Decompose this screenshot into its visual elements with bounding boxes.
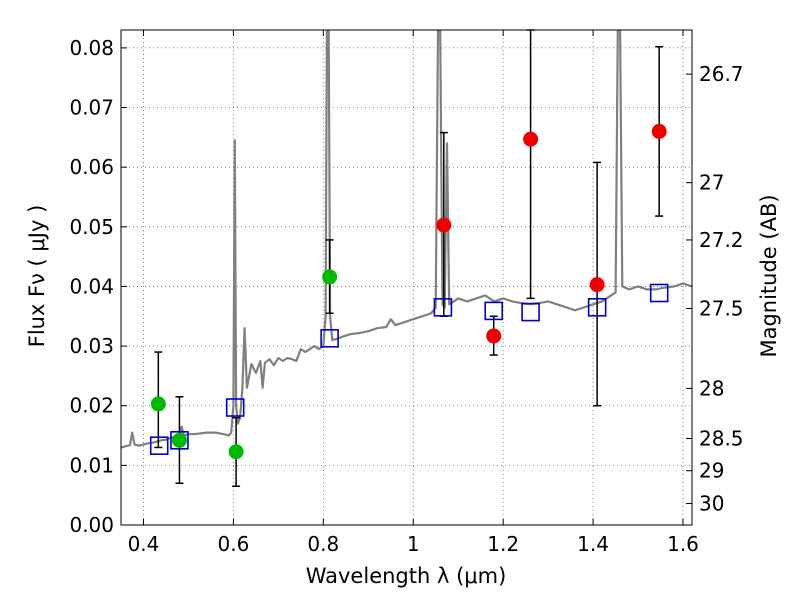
x-tick-label: 0.6: [217, 532, 249, 556]
red-detections-point: [651, 123, 667, 139]
right-tick-label: 27.2: [699, 228, 744, 252]
data-markers: [149, 123, 669, 460]
green-detections-point: [171, 432, 187, 448]
model-photometry-square: [587, 298, 607, 317]
red-detections-point: [589, 277, 605, 293]
right-tick-label: 30: [699, 492, 724, 516]
x-tick-label: 1.6: [667, 532, 699, 556]
right-tick-label: 27.5: [699, 297, 744, 321]
y-axis-label: Flux Fν ( μJy ): [25, 205, 49, 348]
green-detections-point: [150, 396, 166, 412]
model-photometry-square: [225, 398, 245, 417]
model-photometry-square: [320, 329, 339, 348]
y-tick-label: 0.07: [69, 96, 114, 120]
grid: [121, 30, 692, 526]
y-tick-label: 0.02: [69, 394, 114, 418]
right-tick-label: 28.5: [699, 427, 744, 451]
error-bars: [154, 29, 664, 487]
y-tick-label: 0.06: [69, 155, 114, 179]
model-photometry-square: [149, 436, 169, 455]
y-tick-label: 0.00: [69, 513, 114, 537]
red-detections-point: [486, 328, 502, 344]
y-tick-label: 0.08: [69, 36, 114, 60]
y-tick-label: 0.03: [69, 334, 114, 358]
x-tick-label: 0.4: [128, 532, 160, 556]
x-tick-label: 0.8: [307, 532, 339, 556]
y-axis-ticks: 0.00 0.01 0.02 0.03 0.04 0.05 0.06 0.07 0.08: [69, 36, 127, 537]
right-tick-label: 26.7: [699, 62, 744, 86]
x-axis-label: Wavelength λ (μm): [306, 564, 507, 588]
y-tick-label: 0.01: [69, 453, 114, 477]
x-axis-ticks: 0.4 0.6 0.8 1 1.2 1.4 1.6: [128, 30, 699, 556]
right-tick-label: 27: [699, 171, 724, 195]
x-tick-label: 1: [407, 532, 420, 556]
green-detections-point: [228, 444, 244, 460]
model-photometry-square: [170, 431, 189, 450]
model-photometry-square: [484, 301, 504, 321]
model-photometry-square: [433, 298, 453, 317]
green-detections-point: [322, 269, 338, 285]
right-axis-label: Magnitude (AB): [757, 194, 781, 357]
model-photometry-square: [649, 283, 669, 303]
model-photometry-square: [521, 302, 540, 322]
red-detections-point: [523, 131, 539, 147]
y-tick-label: 0.05: [69, 215, 114, 239]
right-tick-label: 29: [699, 459, 724, 483]
model-spectrum-layer: [121, 30, 692, 449]
x-tick-label: 1.2: [487, 532, 519, 556]
red-detections-point: [436, 217, 452, 233]
right-tick-label: 28: [699, 376, 724, 400]
x-tick-label: 1.4: [577, 532, 609, 556]
right-axis-ticks: 26.7 27 27.2 27.5 28 28.5 29 30: [686, 62, 744, 516]
y-tick-label: 0.04: [69, 274, 114, 298]
plot-frame: [120, 29, 693, 526]
model-spectrum-line: [121, 30, 692, 449]
